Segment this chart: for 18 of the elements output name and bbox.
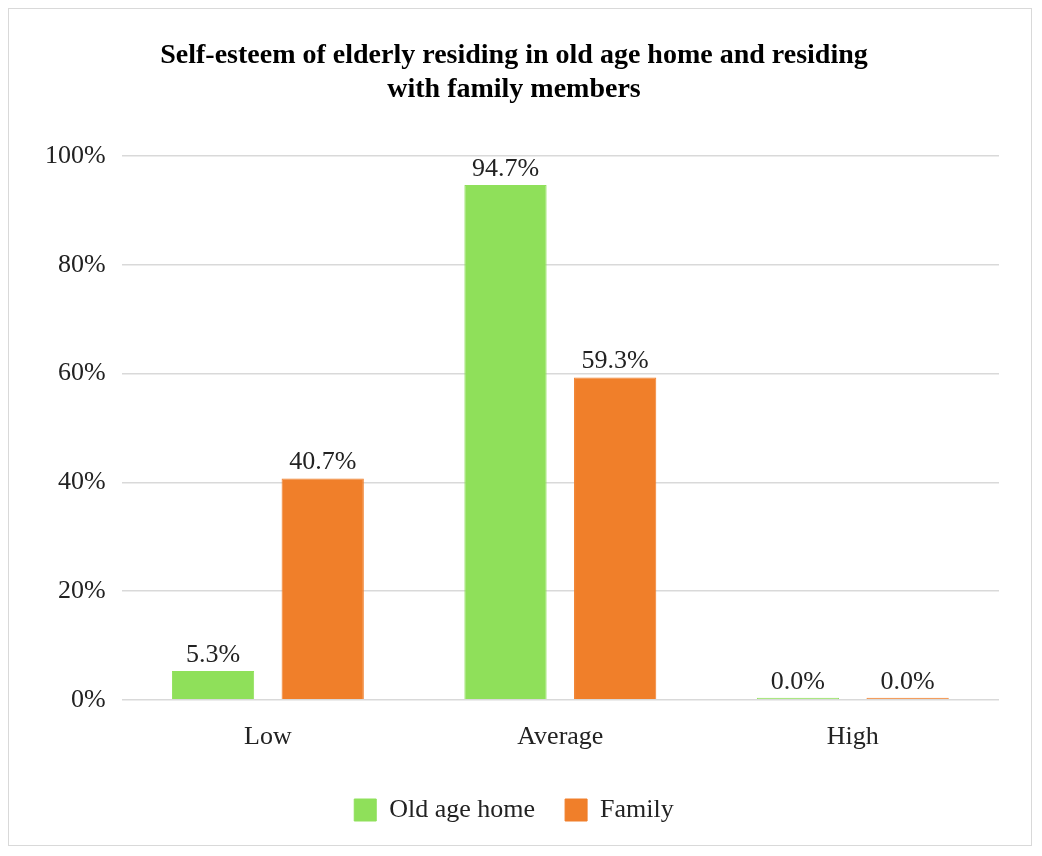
data-label: 0.0%: [770, 665, 826, 695]
data-label: 59.3%: [581, 345, 649, 375]
x-tick-label: High: [826, 721, 879, 751]
data-label: 40.7%: [289, 446, 357, 476]
y-tick-label: 100%: [44, 140, 106, 170]
data-label: 0.0%: [880, 665, 935, 695]
x-tick-label: Average: [517, 721, 604, 751]
data-label: 5.3%: [185, 638, 241, 668]
legend-label: Family: [600, 793, 674, 823]
y-tick-label: 80%: [57, 248, 106, 278]
x-tick-label: Low: [244, 721, 292, 751]
y-tick-label: 0%: [70, 683, 106, 713]
y-tick-label: 40%: [57, 466, 106, 496]
data-label: 94.7%: [471, 152, 540, 182]
y-tick-label: 20%: [57, 574, 106, 604]
legend-label: Old age home: [389, 793, 536, 823]
chart-title: Self-esteem of elderly residing in old age home and residing with family members: [160, 38, 868, 103]
y-tick-label: 60%: [57, 357, 106, 387]
